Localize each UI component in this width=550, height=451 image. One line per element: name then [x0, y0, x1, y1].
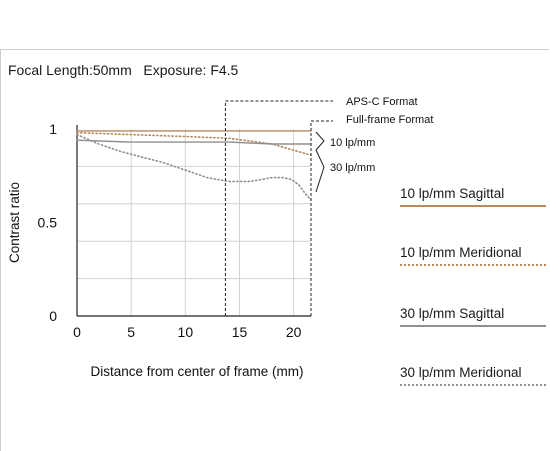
focal-length-label: Focal Length:50mm — [8, 62, 132, 78]
series-line-10-lp-mm-meridional — [76, 131, 312, 156]
brace-10-label: 10 lp/mm — [330, 137, 375, 149]
legend-swatch — [400, 264, 546, 266]
chart-frame — [0, 49, 549, 451]
aps-c-boundary-line — [224, 100, 333, 316]
x-tick-label: 5 — [127, 324, 135, 340]
exposure-label: Exposure: F4.5 — [143, 62, 239, 78]
y-tick-label: 0.5 — [38, 215, 58, 231]
brace-10-lpmm — [315, 131, 325, 151]
x-tick-label: 20 — [286, 324, 302, 340]
x-tick-label: 15 — [232, 324, 248, 340]
x-tick-label: 0 — [73, 324, 81, 340]
legend-item-30-meridional: 30 lp/mm Meridional — [400, 365, 546, 386]
legend-swatch — [400, 384, 546, 386]
legend-item-10-sagittal: 10 lp/mm Sagittal — [400, 186, 546, 207]
chart-title: Focal Length:50mm Exposure: F4.5 — [8, 62, 238, 78]
legend-label: 30 lp/mm Meridional — [400, 365, 522, 380]
y-axis-title: Contrast ratio — [7, 182, 22, 263]
brace-30-label: 30 lp/mm — [330, 162, 375, 174]
full-frame-boundary-line — [310, 120, 333, 316]
legend-label: 30 lp/mm Sagittal — [400, 306, 505, 321]
aps-c-label: APS-C Format — [346, 96, 418, 108]
legend-item-30-sagittal: 30 lp/mm Sagittal — [400, 306, 546, 327]
y-tick-label: 0 — [49, 308, 57, 324]
legend-label: 10 lp/mm Sagittal — [400, 186, 505, 201]
series-line-30-lp-mm-sagittal — [76, 139, 312, 145]
x-axis-title: Distance from center of frame (mm) — [90, 364, 303, 379]
y-tick-label: 1 — [49, 121, 57, 137]
legend-label: 10 lp/mm Meridional — [400, 245, 522, 260]
legend-swatch — [400, 325, 546, 327]
legend-item-10-meridional: 10 lp/mm Meridional — [400, 245, 546, 266]
full-frame-label: Full-frame Format — [346, 114, 433, 126]
series-line-30-lp-mm-meridional — [76, 133, 312, 201]
legend-swatch — [400, 205, 546, 207]
brace-30-lpmm — [315, 149, 325, 193]
x-tick-label: 10 — [178, 324, 194, 340]
